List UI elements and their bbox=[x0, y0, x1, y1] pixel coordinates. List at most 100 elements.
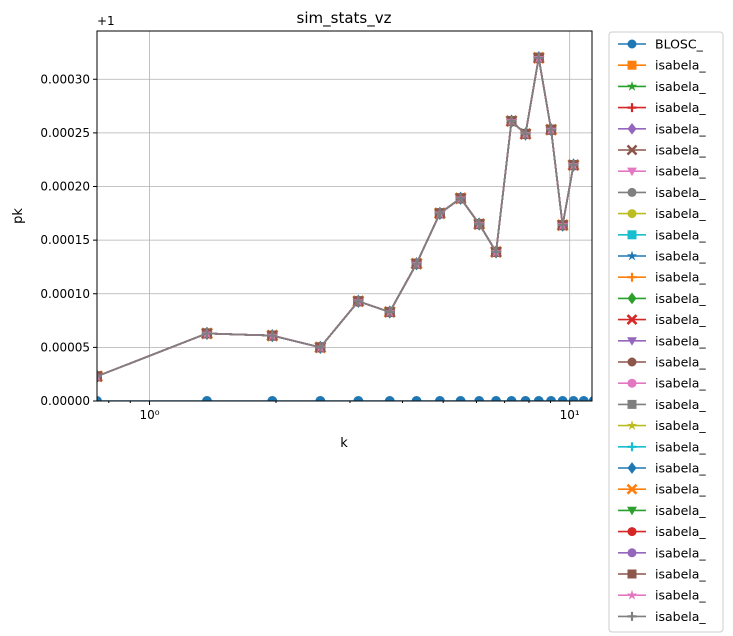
legend-item: isabela_ bbox=[618, 376, 706, 391]
data-point bbox=[568, 396, 579, 401]
legend-marker bbox=[627, 103, 637, 113]
data-point bbox=[267, 330, 278, 341]
data-point bbox=[546, 124, 557, 135]
legend-item: isabela_ bbox=[618, 143, 706, 158]
data-point bbox=[434, 396, 445, 401]
legend-label: isabela_ bbox=[655, 206, 706, 221]
x-tick-label: 10¹ bbox=[560, 408, 580, 422]
data-point bbox=[568, 160, 579, 171]
legend-marker bbox=[627, 569, 637, 579]
data-point bbox=[557, 396, 568, 401]
data-point bbox=[315, 342, 326, 353]
data-point bbox=[506, 396, 517, 401]
legend-marker bbox=[627, 292, 637, 305]
legend-marker bbox=[627, 187, 637, 197]
legend-item: isabela_ bbox=[618, 206, 706, 221]
legend-marker bbox=[627, 272, 637, 282]
axis-ticks: 0.00000 0.00005 0.00010 0.00015 0.00020 0.000… bbox=[40, 72, 580, 422]
legend-label: isabela_ bbox=[655, 249, 706, 264]
legend-label: isabela_ bbox=[655, 291, 706, 306]
data-point bbox=[557, 220, 568, 231]
plot-frame bbox=[96, 30, 593, 402]
legend-label: isabela_ bbox=[655, 164, 706, 179]
legend-label: isabela_ bbox=[655, 121, 706, 136]
legend-marker bbox=[627, 230, 637, 240]
data-point bbox=[546, 396, 557, 401]
legend-item: isabela_ bbox=[618, 185, 706, 200]
data-point bbox=[353, 296, 364, 307]
legend-item: isabela_ bbox=[618, 567, 706, 582]
legend-marker bbox=[627, 506, 637, 516]
legend-label: isabela_ bbox=[655, 588, 706, 603]
legend-item: isabela_ bbox=[618, 312, 706, 327]
legend-marker bbox=[626, 81, 638, 91]
legend-marker bbox=[627, 209, 637, 219]
legend-item: isabela_ bbox=[618, 439, 706, 454]
legend-label: isabela_ bbox=[655, 100, 706, 115]
legend-label: isabela_ bbox=[655, 461, 706, 476]
legend-marker bbox=[626, 420, 638, 430]
data-point bbox=[315, 396, 326, 401]
data-point bbox=[474, 396, 485, 401]
legend-label: isabela_ bbox=[655, 524, 706, 539]
legend-item: isabela_ bbox=[618, 291, 706, 306]
data-point bbox=[455, 396, 466, 401]
legend-label: isabela_ bbox=[655, 355, 706, 370]
data-point bbox=[411, 258, 422, 269]
legend-item: isabela_ bbox=[618, 355, 706, 370]
legend-marker bbox=[626, 144, 638, 156]
data-point bbox=[411, 396, 422, 401]
data-point bbox=[97, 371, 102, 382]
legend-item: isabela_ bbox=[618, 100, 706, 115]
legend-item: isabela_ bbox=[618, 503, 706, 518]
legend-item: isabela_ bbox=[618, 164, 706, 179]
data-point bbox=[520, 396, 531, 401]
legend-item: isabela_ bbox=[618, 121, 706, 136]
legend-marker bbox=[627, 122, 637, 135]
data-point bbox=[97, 396, 102, 401]
legend-item: isabela_ bbox=[618, 333, 706, 348]
legend-label: isabela_ bbox=[655, 397, 706, 412]
data-point bbox=[533, 396, 544, 401]
legend-label: isabela_ bbox=[655, 418, 706, 433]
data-point bbox=[434, 208, 445, 219]
legend-marker bbox=[626, 589, 638, 600]
y-tick-label: 0.00025 bbox=[40, 126, 90, 140]
data-point bbox=[201, 396, 212, 401]
data-point bbox=[474, 219, 485, 230]
data-point bbox=[384, 396, 395, 401]
series-clip-group bbox=[97, 51, 592, 401]
chart-title: sim_stats_vz bbox=[297, 9, 392, 28]
legend-item: isabela_ bbox=[618, 545, 706, 560]
data-point bbox=[384, 306, 395, 317]
legend-label: isabela_ bbox=[655, 312, 706, 327]
legend-item: isabela_ bbox=[618, 482, 706, 497]
series-layer bbox=[97, 51, 592, 401]
legend-label: isabela_ bbox=[655, 482, 706, 497]
legend-marker bbox=[627, 357, 637, 367]
legend-item: isabela_ bbox=[618, 418, 706, 433]
y-offset-label: +1 bbox=[97, 14, 115, 28]
legend-marker bbox=[626, 250, 638, 261]
legend-marker bbox=[627, 60, 637, 70]
legend-item: isabela_ bbox=[618, 588, 706, 603]
x-axis-label: k bbox=[340, 436, 348, 451]
legend-item: isabela_ bbox=[618, 227, 706, 242]
legend-label: isabela_ bbox=[655, 143, 706, 158]
legend-marker bbox=[627, 399, 637, 409]
data-point bbox=[491, 396, 502, 401]
x-tick-label: 10⁰ bbox=[139, 408, 159, 422]
legend-label: isabela_ bbox=[655, 376, 706, 391]
data-point bbox=[491, 246, 502, 257]
legend-marker bbox=[627, 611, 637, 621]
data-point bbox=[520, 128, 531, 139]
y-tick-label: 0.00000 bbox=[40, 394, 90, 408]
legend-label: isabela_ bbox=[655, 58, 706, 73]
legend-label: isabela_ bbox=[655, 227, 706, 242]
series-0 bbox=[97, 396, 592, 401]
data-point bbox=[578, 396, 589, 401]
y-tick-label: 0.00015 bbox=[40, 233, 90, 247]
legend-label: isabela_ bbox=[655, 439, 706, 454]
y-tick-label: 0.00010 bbox=[40, 287, 90, 301]
